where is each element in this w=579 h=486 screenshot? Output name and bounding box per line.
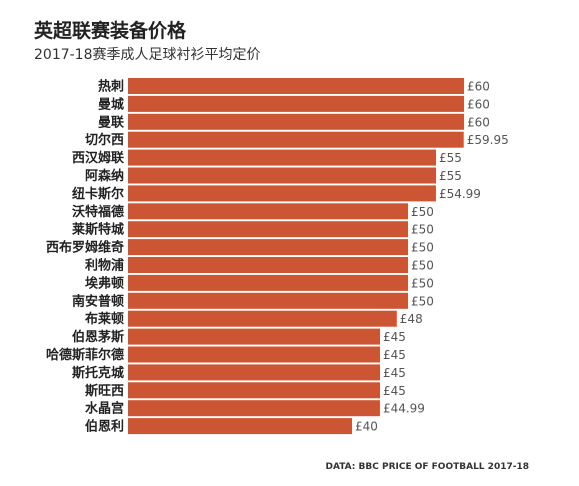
value-label-0: £60	[467, 80, 490, 94]
value-label-13: £48	[400, 312, 423, 326]
value-label-9: £50	[411, 241, 434, 255]
bar-11	[128, 274, 408, 291]
category-label-12: 南安普顿	[72, 293, 124, 309]
category-label-0: 热刺	[98, 79, 124, 95]
bar-15	[128, 346, 380, 363]
category-label-10: 利物浦	[85, 258, 124, 274]
value-label-14: £45	[383, 330, 406, 344]
bar-9	[128, 239, 408, 256]
value-label-3: £59.95	[467, 133, 509, 147]
bar-10	[128, 257, 408, 273]
value-label-15: £45	[383, 348, 406, 362]
bar-0	[128, 78, 464, 94]
bar-13	[128, 310, 397, 327]
value-label-10: £50	[411, 259, 434, 273]
bar-6	[128, 185, 436, 202]
value-label-5: £55	[439, 169, 462, 183]
value-label-11: £50	[411, 276, 434, 290]
category-label-14: 伯恩茅斯	[72, 329, 124, 345]
category-label-8: 莱斯特城	[72, 222, 124, 238]
category-label-3: 切尔西	[85, 132, 124, 148]
category-label-9: 西布罗姆维奇	[46, 240, 124, 256]
bar-2	[128, 113, 464, 130]
value-label-1: £60	[467, 97, 490, 111]
category-label-4: 西汉姆联	[72, 150, 124, 166]
value-label-7: £50	[411, 205, 434, 219]
bar-3	[128, 131, 464, 148]
category-label-2: 曼联	[98, 115, 124, 130]
value-label-16: £45	[383, 366, 406, 380]
bar-17	[128, 382, 380, 399]
bar-16	[128, 364, 380, 381]
value-label-2: £60	[467, 115, 490, 129]
bar-7	[128, 203, 408, 220]
value-label-17: £45	[383, 384, 406, 398]
chart-title: 英超联赛装备价格	[34, 20, 187, 42]
value-label-19: £40	[355, 420, 378, 434]
category-label-13: 布莱顿	[85, 311, 124, 327]
bar-8	[128, 221, 408, 238]
category-label-1: 曼城	[98, 96, 124, 112]
category-label-15: 哈德斯菲尔德	[46, 347, 124, 363]
category-label-5: 阿森纳	[85, 168, 124, 184]
bar-1	[128, 95, 464, 112]
value-label-6: £54.99	[439, 187, 481, 201]
category-label-16: 斯托克城	[72, 365, 124, 381]
data-source: DATA: BBC PRICE OF FOOTBALL 2017-18	[325, 462, 529, 472]
value-label-8: £50	[411, 223, 434, 237]
category-label-17: 斯旺西	[85, 383, 124, 399]
category-label-7: 沃特福德	[72, 204, 124, 220]
bar-14	[128, 328, 380, 345]
chart-subtitle: 2017-18赛季成人足球衬衫平均定价	[34, 47, 261, 63]
bar-18	[128, 400, 380, 417]
category-label-11: 埃弗顿	[85, 275, 124, 291]
bar-5	[128, 167, 436, 184]
category-label-19: 伯恩利	[85, 419, 124, 435]
bar-19	[128, 418, 352, 435]
value-label-4: £55	[439, 151, 462, 165]
value-label-18: £44.99	[383, 402, 425, 416]
bar-12	[128, 292, 408, 309]
bar-4	[128, 149, 436, 166]
category-label-18: 水晶宫	[85, 401, 124, 417]
value-label-12: £50	[411, 294, 434, 308]
category-label-6: 纽卡斯尔	[72, 186, 124, 202]
